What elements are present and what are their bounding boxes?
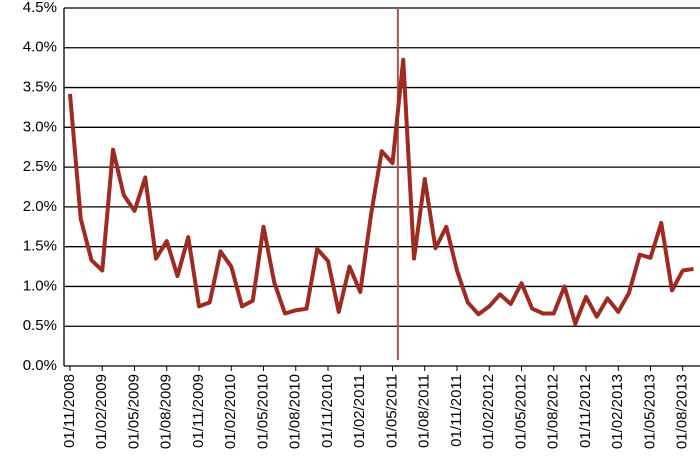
data-line (68, 57, 694, 326)
x-tick-label: 01/11/2008 (61, 374, 78, 448)
x-tick-label: 01/08/2013 (674, 374, 691, 449)
y-tick-label: 3.5% (23, 79, 57, 96)
y-tick-label: 1.0% (23, 277, 57, 294)
x-tick-label: 01/05/2009 (125, 374, 142, 449)
x-tick-label: 01/05/2012 (512, 374, 529, 449)
y-tick-label: 4.5% (23, 0, 57, 16)
y-tick-label: 2.0% (23, 198, 57, 215)
x-tick-label: 01/11/2011 (448, 374, 465, 447)
y-tick-label: 3.0% (23, 118, 57, 135)
x-tick-label: 01/05/2010 (254, 374, 271, 449)
y-tick-label: 0.0% (23, 357, 57, 374)
x-tick-label: 01/11/2012 (577, 374, 594, 448)
x-tick-label: 01/05/2013 (641, 374, 658, 449)
x-tick-label: 01/02/2012 (480, 374, 497, 449)
y-tick-label: 2.5% (23, 158, 57, 175)
x-tick-label: 01/11/2010 (319, 374, 336, 448)
x-tick-label: 01/11/2009 (190, 374, 207, 448)
y-tick-label: 0.5% (23, 317, 57, 334)
x-tick-label: 01/08/2012 (545, 374, 562, 449)
x-tick-label: 01/02/2011 (351, 374, 368, 448)
x-tick-label: 01/02/2009 (93, 374, 110, 449)
x-tick-label: 01/02/2010 (222, 374, 239, 449)
x-tick-label: 01/08/2010 (287, 374, 304, 449)
y-tick-label: 1.5% (23, 238, 57, 255)
x-tick-label: 01/08/2011 (416, 374, 433, 448)
x-tick-label: 01/05/2011 (383, 374, 400, 448)
x-tick-label: 01/08/2009 (158, 374, 175, 449)
y-tick-label: 4.0% (23, 39, 57, 56)
x-tick-label: 01/02/2013 (609, 374, 626, 449)
